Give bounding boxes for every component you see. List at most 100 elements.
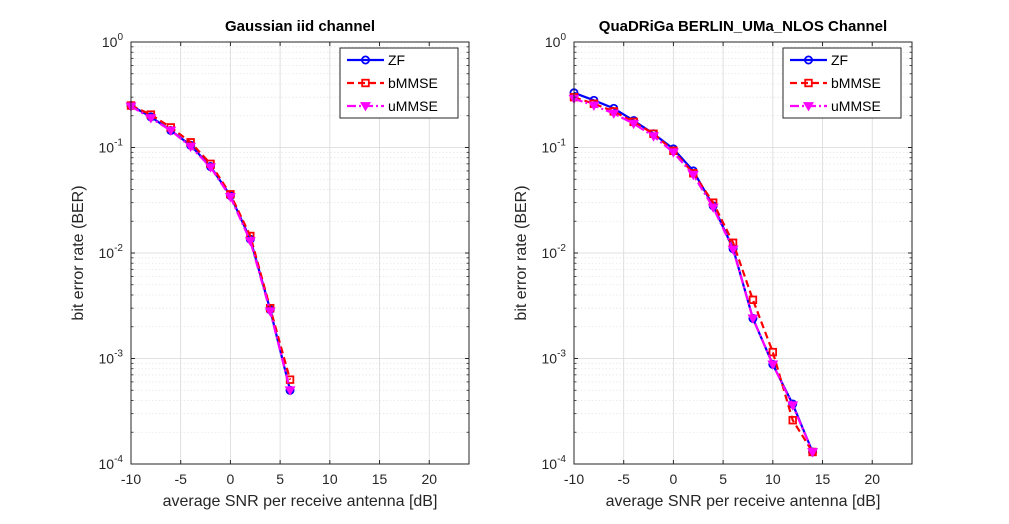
y-tick-label: 10-2 <box>542 243 567 261</box>
y-tick-label: 100 <box>545 32 567 50</box>
y-axis-label: bit error rate (BER) <box>70 185 87 320</box>
minor-grid <box>574 46 912 433</box>
y-tick-exponent: -1 <box>114 138 123 149</box>
y-tick-base: 10 <box>99 456 115 472</box>
series-line-uMMSE <box>130 105 292 391</box>
chart-title: QuaDRiGa BERLIN_UMa_NLOS Channel <box>599 18 887 35</box>
legend-label: uMMSE <box>388 98 438 114</box>
chart-2: -10 -5 0 5 10 15 2010010-110-210-310-4QuaDRiGa… <box>513 18 913 510</box>
data-point <box>768 347 778 357</box>
data-point <box>747 314 759 324</box>
x-tick-label: 5 <box>276 471 284 487</box>
x-tick-label: -10 <box>121 471 141 487</box>
y-tick-label: 10-3 <box>542 349 567 367</box>
data-point <box>787 401 799 411</box>
x-tick-label: 0 <box>227 471 235 487</box>
y-tick-exponent: -4 <box>114 454 123 465</box>
x-tick-label: -10 <box>564 471 584 487</box>
x-tick-label: 20 <box>421 471 437 487</box>
y-tick-base: 10 <box>99 351 115 367</box>
data-point <box>608 109 620 119</box>
y-tick-label: 10-4 <box>542 454 567 472</box>
x-tick-label: 15 <box>372 471 388 487</box>
y-tick-label: 10-1 <box>542 138 567 156</box>
y-tick-exponent: -3 <box>557 349 566 360</box>
data-point <box>224 193 236 203</box>
legend-item-uMMSE: uMMSE <box>347 98 438 114</box>
x-axis: -10 -5 0 5 10 15 20 <box>121 42 437 487</box>
y-tick-exponent: -4 <box>557 454 566 465</box>
legend-item-uMMSE: uMMSE <box>790 98 881 114</box>
x-tick-label: 10 <box>765 471 781 487</box>
legend-label: uMMSE <box>831 98 881 114</box>
legend-marker <box>361 78 370 88</box>
y-tick-exponent: -2 <box>557 243 566 254</box>
series-uMMSE <box>125 102 296 396</box>
y-tick-label: 100 <box>102 32 124 50</box>
y-tick-label: 10-4 <box>99 454 124 472</box>
legend: ZF bMMSE uMMSE <box>339 47 459 119</box>
y-tick-base: 10 <box>99 245 115 261</box>
x-tick-label: 0 <box>670 471 678 487</box>
y-tick-base: 10 <box>542 140 558 156</box>
data-point <box>264 307 276 317</box>
y-tick-base: 10 <box>542 245 558 261</box>
legend-marker <box>803 102 814 112</box>
minor-grid <box>131 46 469 433</box>
data-point <box>185 142 197 152</box>
data-point <box>205 163 217 173</box>
y-tick-exponent: 0 <box>117 32 123 43</box>
y-tick-exponent: -1 <box>557 138 566 149</box>
legend-label: bMMSE <box>388 75 438 91</box>
data-point <box>748 295 758 305</box>
series-uMMSE <box>568 94 819 458</box>
x-tick-label: -5 <box>617 471 630 487</box>
chart-1: -10 -5 0 5 10 15 2010010-110-210-310-4Gaussian… <box>70 18 470 510</box>
legend-marker <box>804 55 814 65</box>
data-point <box>807 448 819 458</box>
y-tick-base: 10 <box>102 34 118 50</box>
legend: ZF bMMSE uMMSE <box>782 47 902 119</box>
legend-marker <box>360 55 370 65</box>
data-point <box>588 101 600 111</box>
data-point <box>145 114 157 124</box>
y-tick-exponent: -3 <box>114 349 123 360</box>
legend-item-ZF: ZF <box>347 52 405 68</box>
data-point <box>244 237 256 247</box>
y-tick-base: 10 <box>99 140 115 156</box>
x-axis: -10 -5 0 5 10 15 20 <box>564 42 880 487</box>
y-tick-label: 10-2 <box>99 243 124 261</box>
x-tick-label: 20 <box>864 471 880 487</box>
data-point <box>707 203 719 213</box>
data-point <box>284 386 296 396</box>
legend-item-ZF: ZF <box>790 52 848 68</box>
y-axis-label: bit error rate (BER) <box>513 185 530 320</box>
data-point <box>687 170 699 181</box>
x-tick-label: 10 <box>322 471 338 487</box>
y-tick-base: 10 <box>545 34 561 50</box>
legend-item-bMMSE: bMMSE <box>347 75 438 91</box>
data-point <box>788 416 797 425</box>
x-tick-label: 15 <box>815 471 831 487</box>
data-point <box>767 360 779 370</box>
y-tick-base: 10 <box>542 351 558 367</box>
legend-label: ZF <box>388 52 405 68</box>
y-tick-label: 10-3 <box>99 349 124 367</box>
legend-marker <box>804 78 813 88</box>
x-tick-label: 5 <box>719 471 727 487</box>
y-tick-label: 10-1 <box>99 138 124 156</box>
data-point <box>648 132 660 142</box>
x-axis-label: average SNR per receive antenna [dB] <box>163 493 438 510</box>
data-point <box>727 245 739 255</box>
data-point <box>667 148 679 158</box>
x-axis-label: average SNR per receive antenna [dB] <box>606 493 881 510</box>
legend-label: ZF <box>831 52 848 68</box>
data-point <box>628 119 640 130</box>
chart-title: Gaussian iid channel <box>225 18 375 35</box>
data-point <box>165 126 177 136</box>
y-tick-exponent: -2 <box>114 243 123 254</box>
